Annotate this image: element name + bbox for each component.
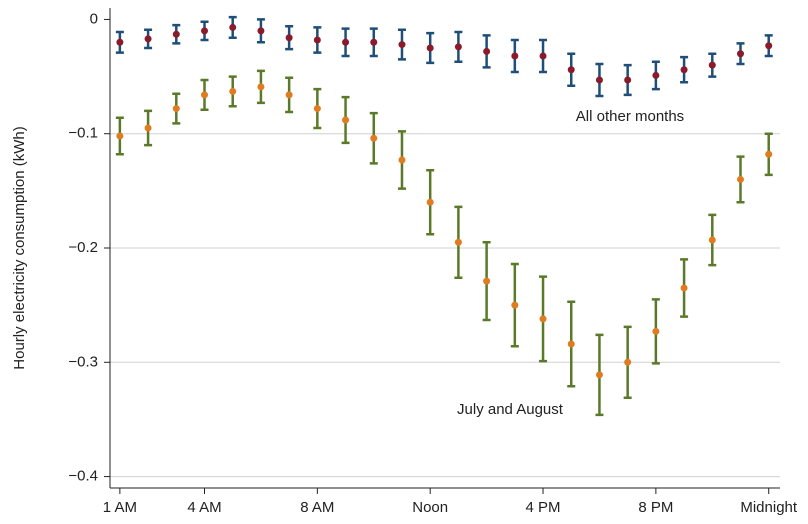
y-tick-label: −0.2: [68, 239, 98, 256]
data-point: [708, 236, 716, 244]
data-point: [342, 38, 350, 46]
data-point: [652, 71, 660, 79]
data-point: [172, 105, 180, 113]
x-tick-label: Noon: [412, 499, 448, 516]
data-point: [144, 124, 152, 132]
x-tick-label: 1 AM: [103, 499, 137, 516]
data-point: [652, 327, 660, 335]
x-tick-label: Midnight: [740, 499, 798, 516]
series-label: All other months: [576, 108, 684, 125]
data-point: [229, 87, 237, 95]
data-point: [342, 116, 350, 124]
data-point: [116, 132, 124, 140]
data-point: [624, 358, 632, 366]
data-point: [285, 91, 293, 99]
data-point: [172, 30, 180, 38]
data-point: [539, 315, 547, 323]
y-tick-label: −0.1: [68, 125, 98, 142]
data-point: [398, 156, 406, 164]
data-point: [426, 198, 434, 206]
data-point: [483, 47, 491, 55]
data-point: [398, 41, 406, 49]
data-point: [765, 150, 773, 158]
data-point: [454, 43, 462, 51]
data-point: [285, 34, 293, 42]
x-tick-label: 8 PM: [638, 499, 673, 516]
data-point: [765, 42, 773, 50]
data-point: [595, 371, 603, 379]
data-point: [624, 76, 632, 84]
data-point: [737, 175, 745, 183]
x-tick-label: 4 PM: [526, 499, 561, 516]
data-point: [511, 301, 519, 309]
x-tick-label: 4 AM: [187, 499, 221, 516]
data-point: [567, 66, 575, 74]
y-tick-label: 0: [90, 10, 98, 27]
y-tick-label: −0.4: [68, 468, 98, 485]
data-point: [737, 50, 745, 58]
data-point: [708, 61, 716, 69]
data-point: [257, 83, 265, 91]
data-point: [201, 91, 209, 99]
data-point: [511, 52, 519, 60]
data-point: [483, 277, 491, 285]
data-point: [257, 27, 265, 35]
data-point: [595, 76, 603, 84]
data-point: [116, 38, 124, 46]
data-point: [370, 134, 378, 142]
data-point: [454, 238, 462, 246]
data-point: [201, 27, 209, 35]
data-point: [313, 36, 321, 44]
data-point: [539, 52, 547, 60]
data-point: [680, 284, 688, 292]
data-point: [313, 105, 321, 113]
x-tick-label: 8 AM: [300, 499, 334, 516]
y-tick-label: −0.3: [68, 353, 98, 370]
data-point: [680, 66, 688, 74]
data-point: [370, 38, 378, 46]
data-point: [567, 340, 575, 348]
y-axis-label: Hourly electricity consumption (kWh): [11, 126, 28, 369]
data-point: [144, 35, 152, 43]
series-label: July and August: [457, 401, 564, 418]
data-point: [229, 23, 237, 31]
data-point: [426, 44, 434, 52]
